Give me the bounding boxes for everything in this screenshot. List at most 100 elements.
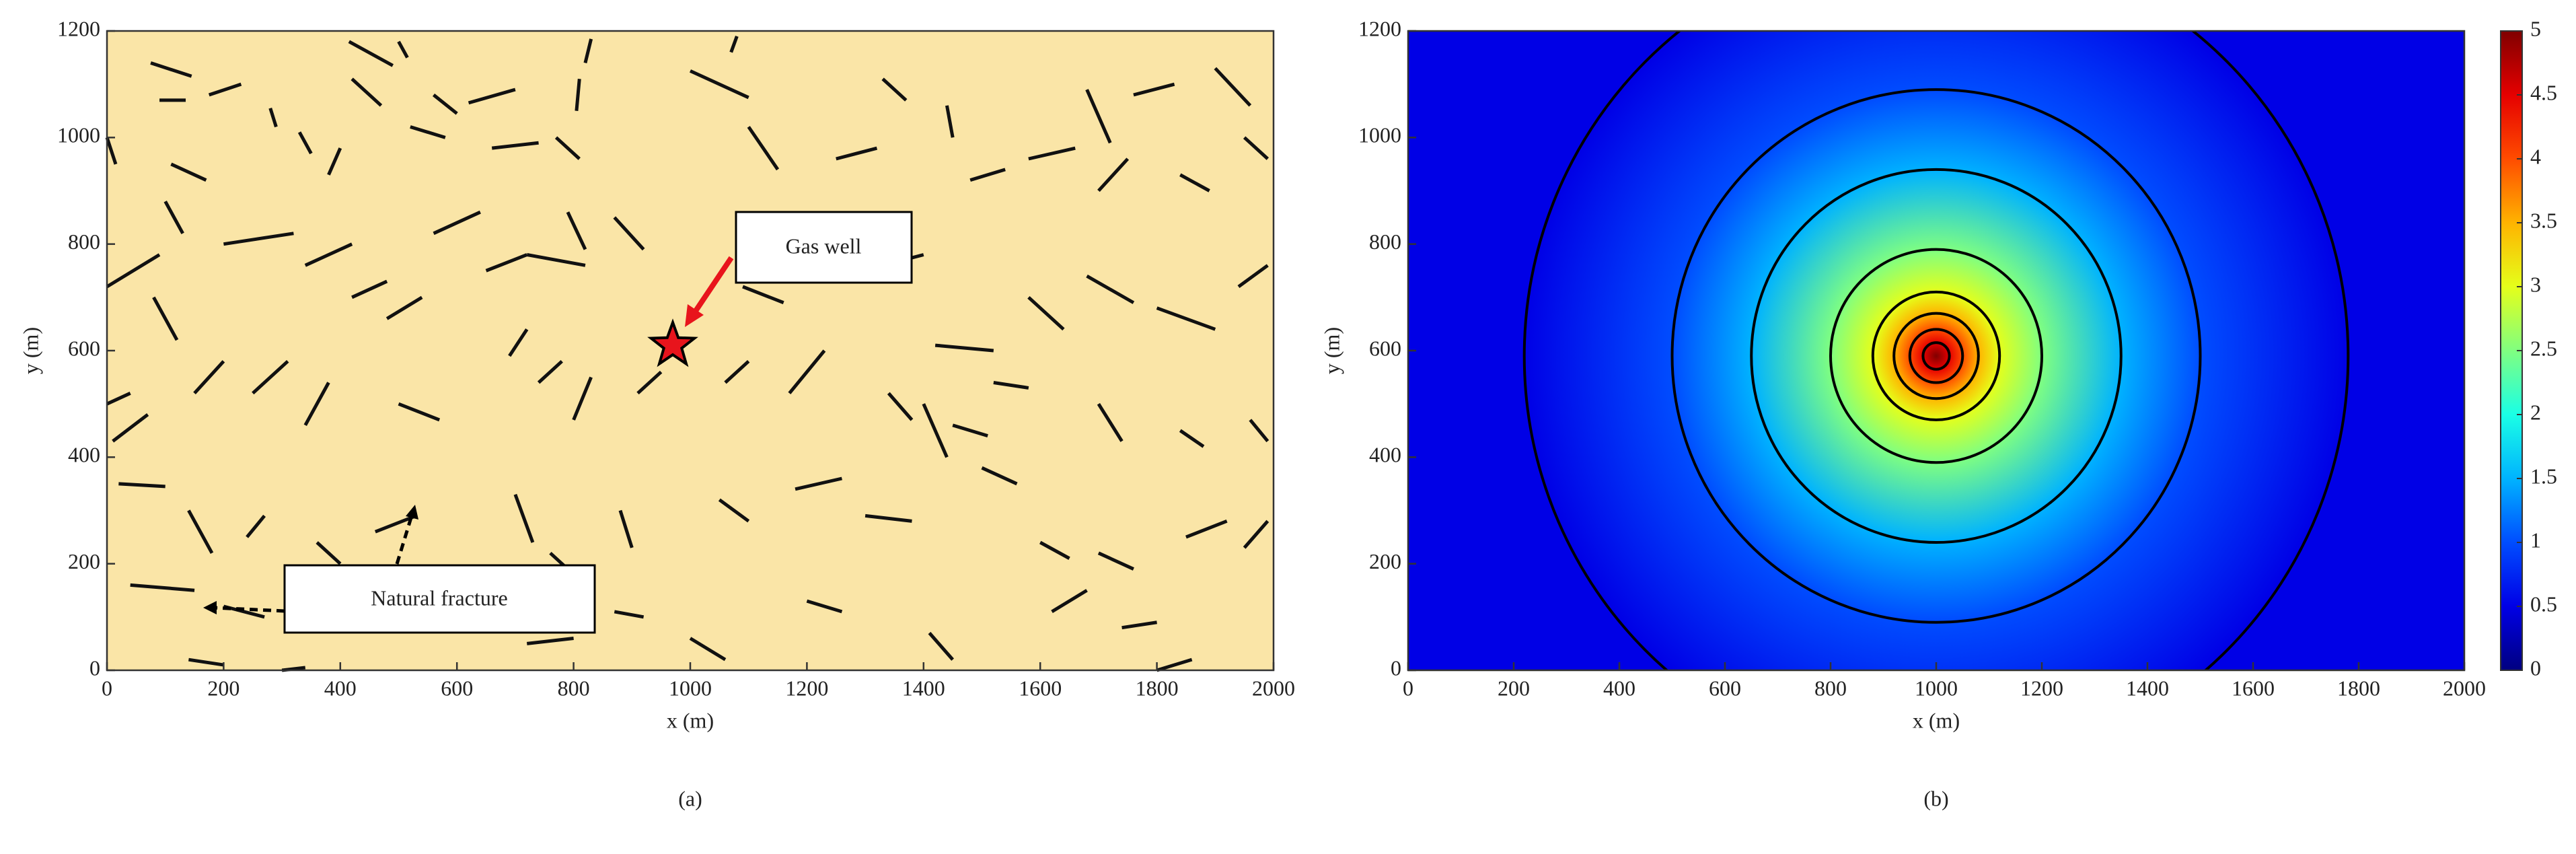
fracture [1156,657,1193,672]
colorbar-tick-label: 2.5 [2530,336,2557,360]
fracture [163,201,184,235]
gas-well [647,318,698,367]
x-tick-label: 200 [207,676,240,700]
contour [1892,312,1980,400]
fracture [881,77,908,102]
fracture [981,466,1018,486]
contour [1670,88,2202,624]
fracture [297,131,313,155]
fracture [1028,146,1076,161]
fracture [1085,89,1112,144]
x-tick-label: 1600 [1019,676,1062,700]
x-tick-label: 800 [1814,676,1847,700]
x-tick-label: 1000 [1915,676,1958,700]
x-tick-label: 800 [558,676,590,700]
fracture [385,295,423,320]
fracture [537,359,563,384]
fracture [1179,173,1210,192]
x-tick-label: 1200 [2020,676,2063,700]
fracture [348,40,394,67]
arrow [690,256,734,317]
x-tick-label: 2000 [2443,676,2486,700]
x-tick-label: 1400 [2126,676,2169,700]
caption: (a) [678,786,702,810]
fracture [351,279,388,299]
colorbar-tick-label: 0 [2530,655,2541,680]
fracture [1097,402,1124,442]
fracture [526,253,586,267]
fracture [150,61,192,78]
fracture [636,370,663,395]
colorbar-tick-label: 1.5 [2530,464,2557,488]
fracture [268,108,278,128]
contour [1871,290,2001,421]
caption: (b) [1923,786,1948,810]
colorbar-tick-label: 3 [2530,272,2541,296]
fracture [170,162,207,182]
fracture [398,402,441,422]
y-tick-label: 800 [1369,229,1401,254]
arrow-head [406,505,418,520]
panel: 0 0.5 1 1.5 2 2.5 3 3.5 4 4.5 5 0 200 400 600 800 1000 12… [1319,16,2557,810]
fracture [922,403,949,458]
fracture [410,125,446,139]
fracture [575,79,581,111]
colorbar-tick-label: 5 [2530,16,2541,40]
panel: Gas well Natural fracture 0 200 400 600 800 100… [18,16,1295,810]
fracture [303,382,330,427]
fracture [252,359,289,395]
fracture [572,376,593,421]
fracture [1051,589,1088,614]
fracture [106,392,131,406]
y-tick-label: 800 [68,229,100,254]
annotation-box [735,211,913,284]
colorbar-tick-label: 1 [2530,528,2541,552]
annotation-box [283,564,596,634]
contour [1829,248,2043,464]
fracture [618,509,634,548]
x-tick-label: 1000 [669,676,712,700]
contour [1921,341,1951,371]
fracture [934,343,994,353]
fracture [433,210,481,236]
colorbar-tick-label: 4.5 [2530,80,2557,104]
contour [1522,31,2350,670]
fracture [316,541,342,565]
fracture [554,136,581,160]
fracture [614,610,645,619]
x-tick-label: 400 [324,676,357,700]
fracture [397,40,409,59]
fracture [1237,264,1269,289]
fracture [508,328,529,357]
fracture [689,69,749,100]
x-axis-label: x (m) [1913,708,1960,732]
fracture [583,38,593,64]
fracture [187,509,214,555]
x-tick-label: 600 [1709,676,1741,700]
fracture [718,498,750,523]
fracture [952,423,988,438]
x-tick-label: 0 [102,676,112,700]
fracture [468,87,516,105]
fracture [491,141,539,150]
fracture [729,36,739,53]
fracture [1243,136,1269,160]
fracture [485,253,528,273]
y-tick-label: 0 [1391,655,1401,680]
annotation: Natural fracture [371,585,507,610]
x-tick-label: 1200 [785,676,828,700]
colorbar-tick-label: 2 [2530,400,2541,424]
annotation: Gas well [786,234,862,258]
fracture [152,296,179,341]
fracture [836,146,878,161]
fracture [1156,306,1216,331]
fracture [1097,157,1130,192]
fracture [969,168,1006,182]
arrow-head [203,601,217,614]
fracture [513,493,535,543]
x-tick-label: 600 [441,676,473,700]
y-tick-label: 1200 [1358,16,1401,40]
fracture [351,77,383,107]
fracture [689,637,727,662]
colorbar-tick-label: 3.5 [2530,208,2557,232]
